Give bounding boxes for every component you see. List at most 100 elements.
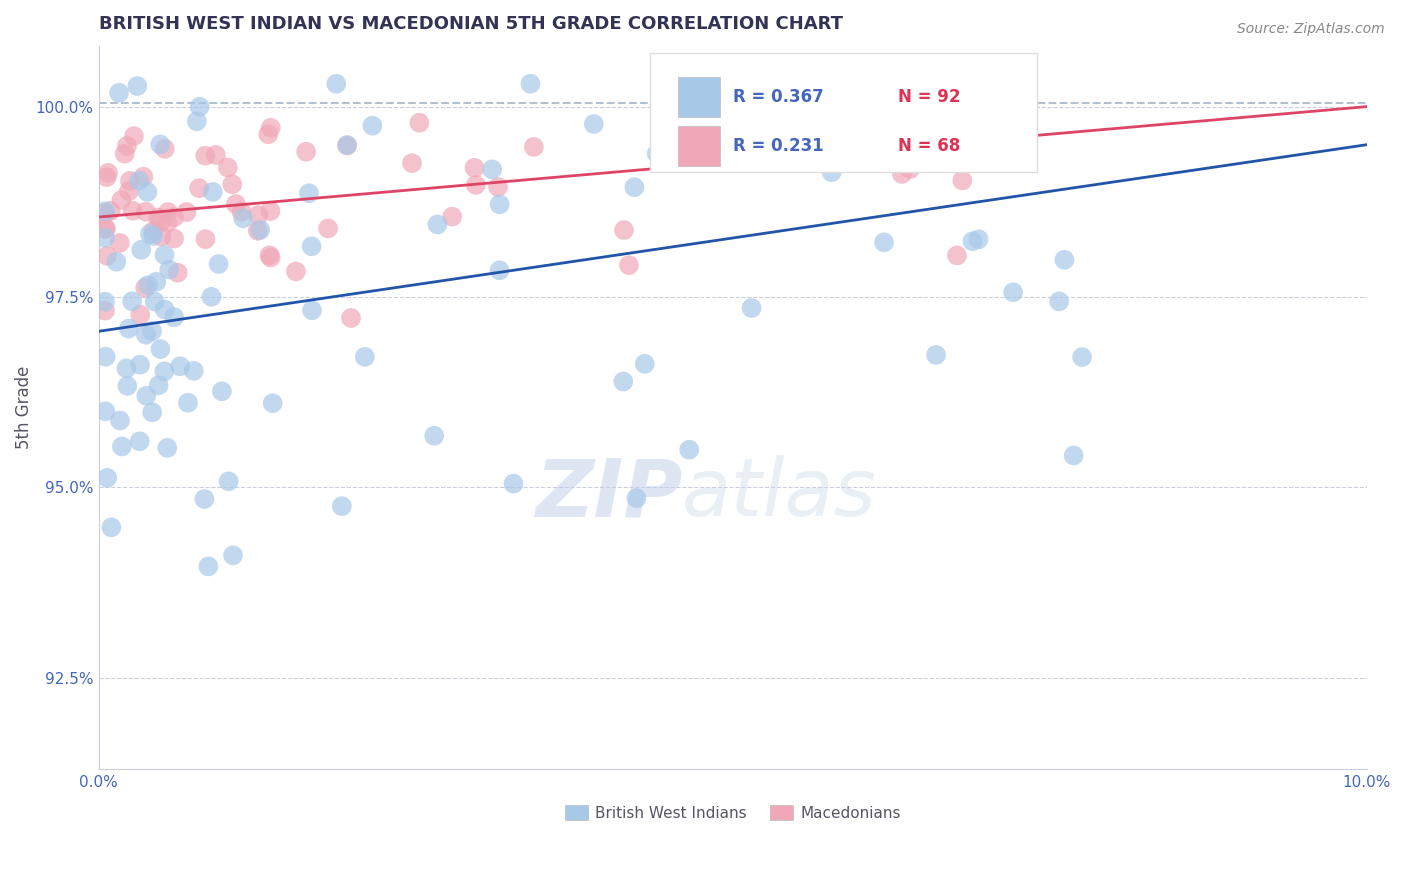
- Point: [298, 186, 321, 201]
- Point: [218, 475, 240, 489]
- Point: [145, 275, 167, 289]
- Point: [194, 149, 217, 163]
- Point: [626, 491, 648, 505]
- Point: [441, 210, 464, 224]
- Point: [259, 248, 281, 262]
- Point: [295, 145, 318, 159]
- Point: [118, 174, 141, 188]
- Point: [821, 165, 844, 179]
- Point: [183, 364, 205, 378]
- Point: [222, 549, 245, 563]
- Point: [149, 342, 172, 356]
- Point: [118, 321, 141, 335]
- Point: [153, 364, 176, 378]
- Point: [523, 140, 546, 154]
- Text: N = 92: N = 92: [897, 88, 960, 106]
- Point: [463, 161, 485, 175]
- Point: [582, 117, 605, 131]
- Point: [217, 161, 239, 175]
- Point: [623, 180, 645, 194]
- Legend: British West Indians, Macedonians: British West Indians, Macedonians: [558, 798, 907, 827]
- Point: [231, 204, 253, 219]
- Point: [108, 413, 131, 427]
- Point: [262, 396, 284, 410]
- Point: [806, 99, 828, 113]
- Text: Source: ZipAtlas.com: Source: ZipAtlas.com: [1237, 22, 1385, 37]
- Point: [486, 180, 509, 194]
- Point: [108, 86, 131, 100]
- Text: R = 0.231: R = 0.231: [733, 137, 824, 155]
- Point: [176, 205, 198, 219]
- Y-axis label: 5th Grade: 5th Grade: [15, 366, 32, 450]
- Text: R = 0.367: R = 0.367: [733, 88, 824, 106]
- Point: [962, 234, 984, 248]
- Point: [873, 235, 896, 250]
- Point: [488, 263, 510, 277]
- Point: [127, 78, 149, 93]
- Point: [741, 301, 763, 315]
- Point: [108, 235, 131, 250]
- Text: ZIP: ZIP: [534, 455, 682, 533]
- Point: [247, 208, 270, 222]
- Point: [1047, 294, 1070, 309]
- Point: [336, 138, 359, 153]
- Point: [149, 137, 172, 152]
- FancyBboxPatch shape: [651, 53, 1038, 172]
- Point: [249, 223, 271, 237]
- Point: [136, 185, 159, 199]
- Point: [139, 227, 162, 241]
- Point: [122, 129, 145, 144]
- Point: [259, 251, 281, 265]
- Point: [153, 248, 176, 262]
- Point: [94, 404, 117, 418]
- Point: [163, 310, 186, 325]
- Point: [157, 262, 180, 277]
- Point: [129, 243, 152, 257]
- Point: [1053, 252, 1076, 267]
- Point: [194, 232, 217, 246]
- Point: [361, 119, 384, 133]
- Point: [260, 120, 283, 135]
- Point: [678, 442, 700, 457]
- Point: [903, 148, 925, 162]
- Point: [150, 229, 173, 244]
- Point: [950, 173, 973, 187]
- Point: [225, 197, 247, 211]
- Point: [1002, 285, 1025, 300]
- Point: [149, 214, 172, 228]
- Point: [136, 278, 159, 293]
- FancyBboxPatch shape: [678, 127, 720, 166]
- Point: [115, 139, 138, 153]
- Point: [156, 441, 179, 455]
- Point: [201, 185, 224, 199]
- Point: [612, 375, 634, 389]
- Point: [142, 228, 165, 243]
- Point: [921, 77, 943, 91]
- Point: [204, 148, 226, 162]
- Point: [634, 357, 657, 371]
- Point: [100, 203, 122, 218]
- Point: [157, 205, 180, 219]
- Point: [221, 178, 243, 192]
- Point: [177, 396, 200, 410]
- Point: [330, 499, 353, 513]
- Point: [770, 125, 793, 139]
- Point: [946, 248, 969, 262]
- Point: [925, 348, 948, 362]
- Point: [464, 178, 486, 192]
- Point: [156, 216, 179, 230]
- Point: [110, 193, 132, 207]
- Point: [94, 294, 117, 309]
- Point: [325, 77, 347, 91]
- Point: [114, 146, 136, 161]
- Point: [96, 471, 118, 485]
- Point: [336, 138, 359, 153]
- Point: [118, 184, 141, 198]
- Point: [115, 361, 138, 376]
- Point: [257, 128, 280, 142]
- Point: [617, 258, 640, 272]
- Point: [488, 197, 510, 211]
- Point: [967, 232, 990, 246]
- Point: [94, 204, 117, 219]
- Point: [481, 162, 503, 177]
